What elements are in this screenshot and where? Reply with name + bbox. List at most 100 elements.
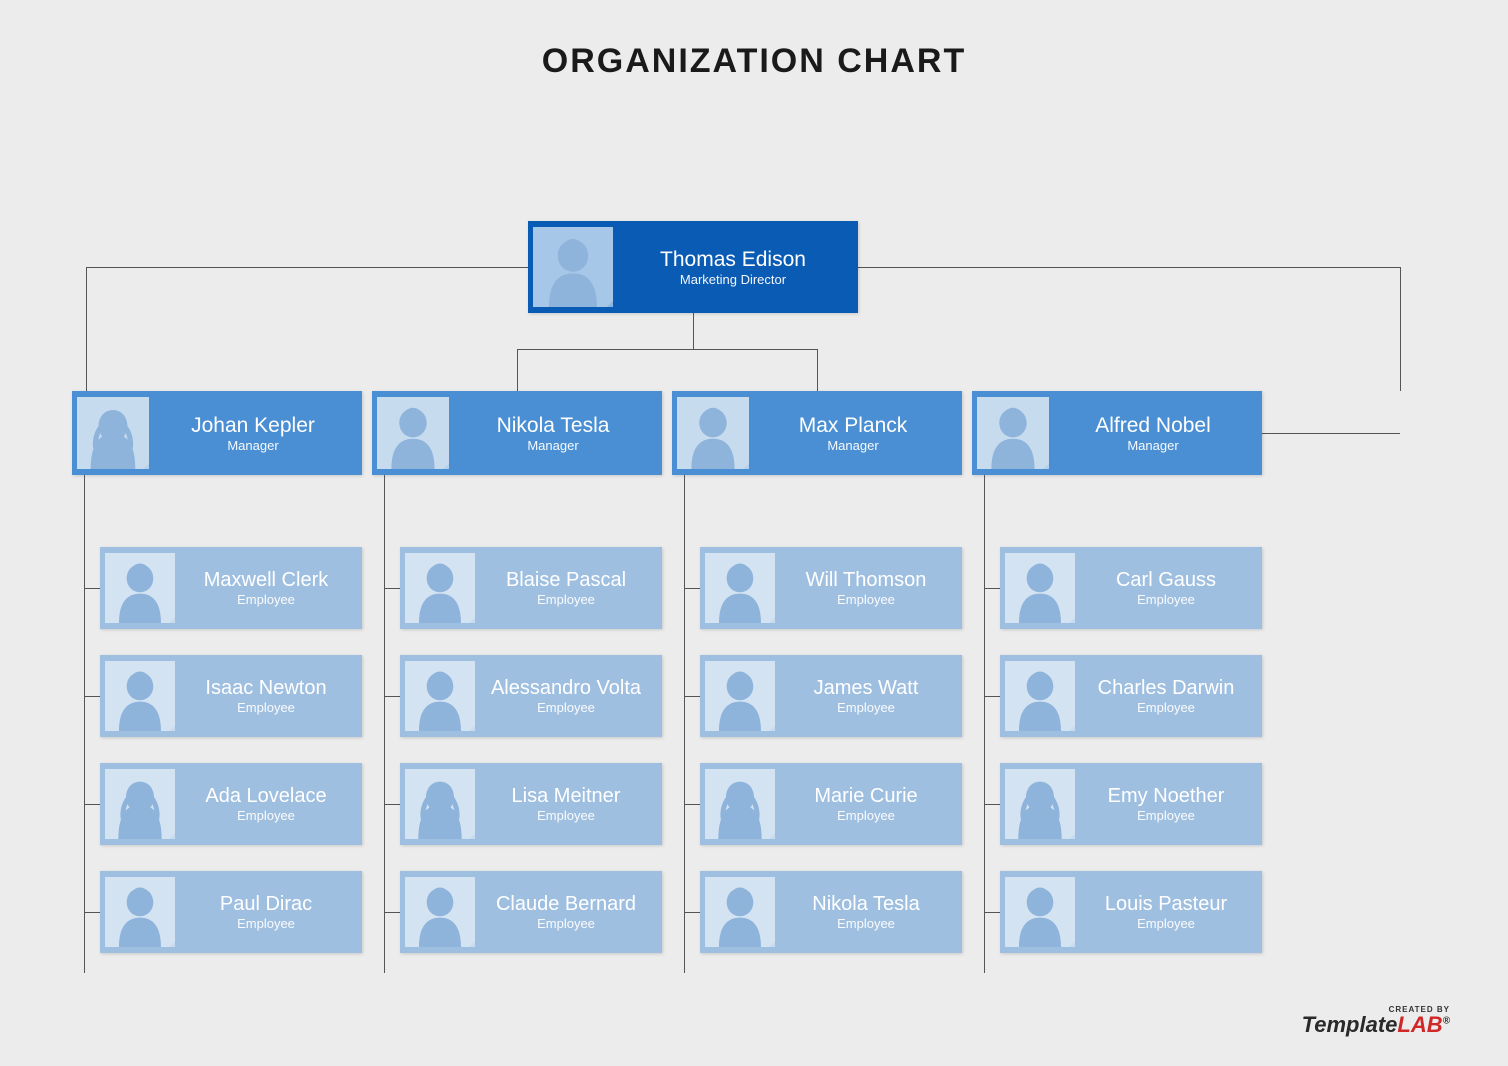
person-name: Blaise Pascal — [481, 569, 651, 592]
person-role: Manager — [455, 438, 651, 453]
person-role: Employee — [1081, 916, 1251, 931]
person-name: Will Thomson — [781, 569, 951, 592]
connector-line — [984, 912, 1000, 913]
person-name: Paul Dirac — [181, 893, 351, 916]
person-role: Employee — [181, 700, 351, 715]
node-text: Carl GaussEmployee — [1075, 569, 1257, 607]
connector-line — [384, 912, 400, 913]
connector-line — [984, 696, 1000, 697]
manager-node: Johan KeplerManager — [72, 391, 362, 475]
node-text: Lisa MeitnerEmployee — [475, 785, 657, 823]
avatar-icon — [533, 227, 613, 307]
person-name: Alessandro Volta — [481, 677, 651, 700]
connector-line — [684, 804, 700, 805]
connector-line — [84, 588, 100, 589]
connector-line — [84, 912, 100, 913]
connector-line — [984, 804, 1000, 805]
avatar-icon — [377, 397, 449, 469]
connector-line — [684, 912, 700, 913]
person-name: Louis Pasteur — [1081, 893, 1251, 916]
avatar-icon — [105, 661, 175, 731]
node-text: Emy NoetherEmployee — [1075, 785, 1257, 823]
person-role: Employee — [781, 916, 951, 931]
person-role: Manager — [755, 438, 951, 453]
person-name: Nikola Tesla — [781, 893, 951, 916]
person-name: Max Planck — [755, 414, 951, 438]
avatar-icon — [105, 769, 175, 839]
avatar-icon — [1005, 877, 1075, 947]
connector-line — [684, 588, 700, 589]
connector-line — [1400, 267, 1401, 391]
person-role: Employee — [781, 592, 951, 607]
person-role: Manager — [155, 438, 351, 453]
avatar-icon — [1005, 769, 1075, 839]
node-text: Isaac NewtonEmployee — [175, 677, 357, 715]
connector-line — [684, 475, 685, 973]
avatar-icon — [105, 877, 175, 947]
person-name: Carl Gauss — [1081, 569, 1251, 592]
avatar-icon — [677, 397, 749, 469]
director-node: Thomas EdisonMarketing Director — [528, 221, 858, 313]
avatar-icon — [1005, 553, 1075, 623]
person-name: Johan Kepler — [155, 414, 351, 438]
connector-line — [84, 475, 85, 973]
connector-line — [384, 588, 400, 589]
connector-line — [858, 267, 1400, 268]
avatar-icon — [77, 397, 149, 469]
person-name: Alfred Nobel — [1055, 414, 1251, 438]
employee-node: Maxwell ClerkEmployee — [100, 547, 362, 629]
person-name: Claude Bernard — [481, 893, 651, 916]
manager-node: Max PlanckManager — [672, 391, 962, 475]
node-text: Paul DiracEmployee — [175, 893, 357, 931]
person-role: Employee — [781, 700, 951, 715]
node-text: Nikola TeslaEmployee — [775, 893, 957, 931]
avatar-icon — [405, 553, 475, 623]
node-text: Blaise PascalEmployee — [475, 569, 657, 607]
person-name: Lisa Meitner — [481, 785, 651, 808]
person-name: Isaac Newton — [181, 677, 351, 700]
page-title: ORGANIZATION CHART — [0, 0, 1508, 81]
person-role: Employee — [1081, 700, 1251, 715]
employee-node: Carl GaussEmployee — [1000, 547, 1262, 629]
connector-line — [1262, 433, 1400, 434]
person-role: Employee — [481, 700, 651, 715]
connector-line — [384, 696, 400, 697]
avatar-icon — [705, 877, 775, 947]
footer-brand-a: Template — [1302, 1012, 1398, 1037]
node-text: Ada LovelaceEmployee — [175, 785, 357, 823]
node-text: Max PlanckManager — [749, 414, 957, 453]
connector-line — [84, 804, 100, 805]
node-text: Claude BernardEmployee — [475, 893, 657, 931]
employee-node: Ada LovelaceEmployee — [100, 763, 362, 845]
employee-node: Alessandro VoltaEmployee — [400, 655, 662, 737]
node-text: Louis PasteurEmployee — [1075, 893, 1257, 931]
node-text: Maxwell ClerkEmployee — [175, 569, 357, 607]
connector-line — [86, 267, 87, 391]
footer-brand: TemplateLAB® — [1302, 1014, 1450, 1036]
employee-node: Emy NoetherEmployee — [1000, 763, 1262, 845]
avatar-icon — [977, 397, 1049, 469]
connector-line — [693, 313, 694, 349]
node-text: Johan KeplerManager — [149, 414, 357, 453]
connector-line — [384, 804, 400, 805]
avatar-icon — [405, 769, 475, 839]
avatar-icon — [105, 553, 175, 623]
avatar-icon — [705, 553, 775, 623]
node-text: Marie CurieEmployee — [775, 785, 957, 823]
connector-line — [84, 696, 100, 697]
employee-node: Paul DiracEmployee — [100, 871, 362, 953]
person-name: Thomas Edison — [619, 248, 847, 272]
connector-line — [684, 696, 700, 697]
person-role: Employee — [781, 808, 951, 823]
employee-node: Marie CurieEmployee — [700, 763, 962, 845]
manager-node: Nikola TeslaManager — [372, 391, 662, 475]
person-role: Employee — [1081, 808, 1251, 823]
footer-brand-b: LAB — [1397, 1012, 1442, 1037]
employee-node: Charles DarwinEmployee — [1000, 655, 1262, 737]
connector-line — [384, 475, 385, 973]
connector-line — [817, 349, 818, 391]
node-text: Alessandro VoltaEmployee — [475, 677, 657, 715]
person-role: Employee — [481, 916, 651, 931]
node-text: Alfred NobelManager — [1049, 414, 1257, 453]
avatar-icon — [705, 661, 775, 731]
